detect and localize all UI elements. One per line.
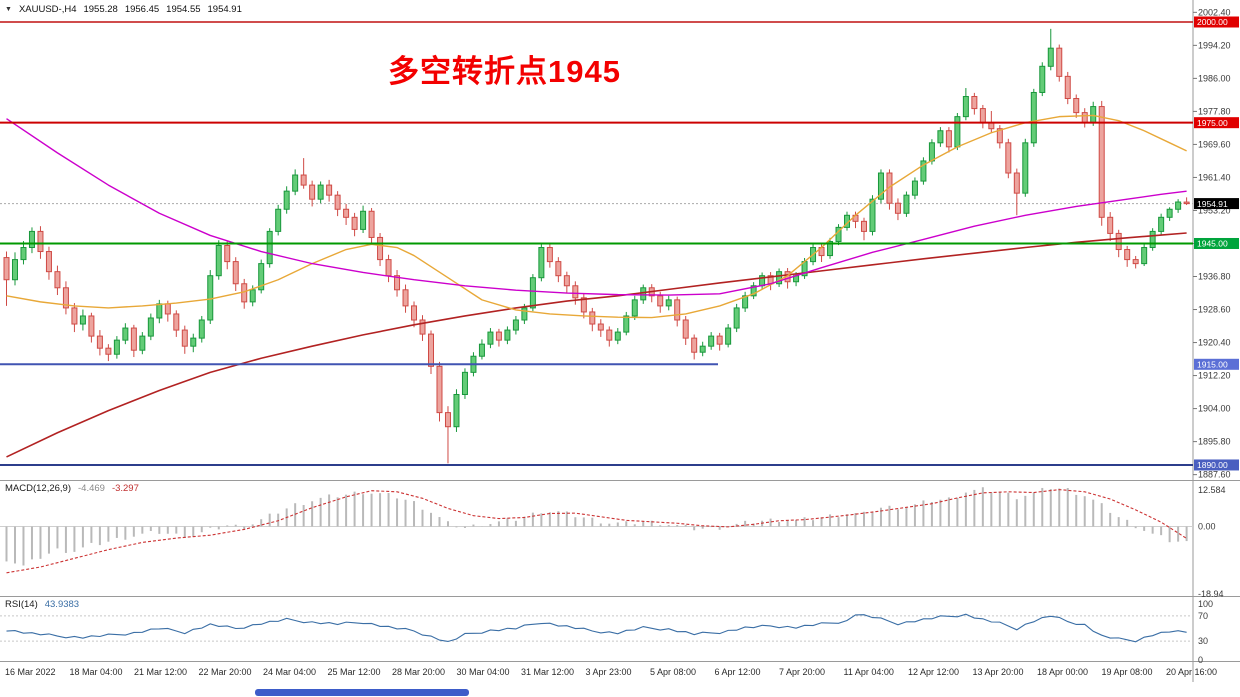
macd-signal-value: -3.297 (111, 483, 139, 494)
svg-text:12 Apr 12:00: 12 Apr 12:00 (908, 667, 959, 677)
svg-text:31 Mar 12:00: 31 Mar 12:00 (521, 667, 574, 677)
svg-text:22 Mar 20:00: 22 Mar 20:00 (199, 667, 252, 677)
ohlc-low-value: 1954.55 (166, 4, 201, 15)
chart-annotation-text[interactable]: 多空转折点1945 (388, 54, 621, 89)
ohlc-close-value: 1954.91 (207, 4, 242, 15)
svg-text:3 Apr 23:00: 3 Apr 23:00 (586, 667, 632, 677)
svg-text:0.00: 0.00 (1198, 522, 1216, 532)
svg-text:20 Apr 16:00: 20 Apr 16:00 (1166, 667, 1217, 677)
ohlc-open-value: 1955.28 (83, 4, 118, 15)
svg-text:5 Apr 08:00: 5 Apr 08:00 (650, 667, 696, 677)
svg-text:13 Apr 20:00: 13 Apr 20:00 (973, 667, 1024, 677)
svg-text:6 Apr 12:00: 6 Apr 12:00 (715, 667, 761, 677)
svg-text:1920.40: 1920.40 (1198, 338, 1231, 348)
svg-text:1994.20: 1994.20 (1198, 40, 1231, 50)
svg-text:1953.20: 1953.20 (1198, 205, 1231, 215)
macd-indicator-label: MACD(12,26,9) -4.469 -3.297 (5, 483, 139, 494)
moving-average-lines (6, 114, 1187, 458)
svg-text:2000.00: 2000.00 (1197, 17, 1228, 27)
candles-layer (3, 28, 1190, 464)
svg-text:1928.60: 1928.60 (1198, 305, 1231, 315)
macd-label-name: MACD(12,26,9) (5, 483, 71, 494)
svg-text:1890.00: 1890.00 (1197, 460, 1228, 470)
svg-text:7 Apr 20:00: 7 Apr 20:00 (779, 667, 825, 677)
svg-text:1975.00: 1975.00 (1197, 118, 1228, 128)
svg-text:11 Apr 04:00: 11 Apr 04:00 (844, 667, 894, 677)
macd-signal-line (6, 489, 1187, 574)
ma-long-magenta (6, 118, 1187, 296)
svg-text:21 Mar 12:00: 21 Mar 12:00 (134, 667, 187, 677)
svg-text:30: 30 (1198, 636, 1208, 646)
svg-text:1915.00: 1915.00 (1197, 359, 1228, 369)
pane-separators (0, 0, 1240, 682)
ma-slow-darkred (6, 232, 1187, 458)
svg-text:1969.60: 1969.60 (1198, 139, 1231, 149)
svg-text:1954.91: 1954.91 (1197, 199, 1228, 209)
ohlc-high-value: 1956.45 (124, 4, 160, 15)
ma-medium-orange (6, 114, 1187, 319)
svg-text:0: 0 (1198, 655, 1203, 665)
rsi-indicator-label: RSI(14) 43.9383 (5, 599, 79, 610)
svg-text:2002.40: 2002.40 (1198, 7, 1231, 17)
rsi-value: 43.9383 (44, 599, 80, 610)
svg-text:1895.80: 1895.80 (1198, 437, 1231, 447)
time-axis[interactable]: 16 Mar 2022 18 Mar 04:00 21 Mar 12:00 22 Ma… (5, 667, 1217, 677)
svg-text:1912.20: 1912.20 (1198, 371, 1231, 381)
svg-text:1945.00: 1945.00 (1197, 239, 1228, 249)
svg-text:24 Mar 04:00: 24 Mar 04:00 (263, 667, 316, 677)
svg-text:70: 70 (1198, 611, 1208, 621)
svg-text:1936.80: 1936.80 (1198, 272, 1231, 282)
rsi-label-name: RSI(14) (5, 599, 38, 610)
svg-text:-18.94: -18.94 (1198, 589, 1224, 599)
horizontal-level-lines[interactable] (0, 21, 1193, 466)
symbol-ohlc-header: ▼ XAUUSD-,H4 1955.28 1956.45 1954.55 195… (5, 4, 242, 15)
svg-text:28 Mar 20:00: 28 Mar 20:00 (392, 667, 445, 677)
svg-text:1904.00: 1904.00 (1198, 404, 1231, 414)
svg-text:18 Mar 04:00: 18 Mar 04:00 (70, 667, 123, 677)
axis-badges: 2000.00 1975.00 1945.00 1915.00 1890.00 1954.… (1194, 16, 1239, 471)
svg-text:1986.00: 1986.00 (1198, 73, 1231, 83)
symbol-timeframe-label: XAUUSD-,H4 (18, 4, 77, 15)
svg-text:1961.40: 1961.40 (1198, 172, 1231, 182)
svg-text:100: 100 (1198, 599, 1213, 609)
macd-main-value: -4.469 (78, 483, 105, 494)
rsi-line (6, 613, 1187, 643)
rsi-pane: 100 70 30 0 (0, 599, 1213, 665)
svg-text:1977.80: 1977.80 (1198, 106, 1231, 116)
bottom-blue-strip (255, 689, 469, 696)
svg-text:25 Mar 12:00: 25 Mar 12:00 (328, 667, 381, 677)
svg-text:12.584: 12.584 (1198, 485, 1226, 495)
svg-text:1887.60: 1887.60 (1198, 470, 1231, 480)
svg-text:19 Apr 08:00: 19 Apr 08:00 (1102, 667, 1153, 677)
svg-text:16 Mar 2022: 16 Mar 2022 (5, 667, 56, 677)
collapse-triangle-icon[interactable]: ▼ (5, 6, 12, 13)
macd-pane: 12.584 0.00 -18.94 (0, 485, 1226, 599)
svg-text:18 Apr 00:00: 18 Apr 00:00 (1037, 667, 1088, 677)
svg-text:30 Mar 04:00: 30 Mar 04:00 (457, 667, 510, 677)
